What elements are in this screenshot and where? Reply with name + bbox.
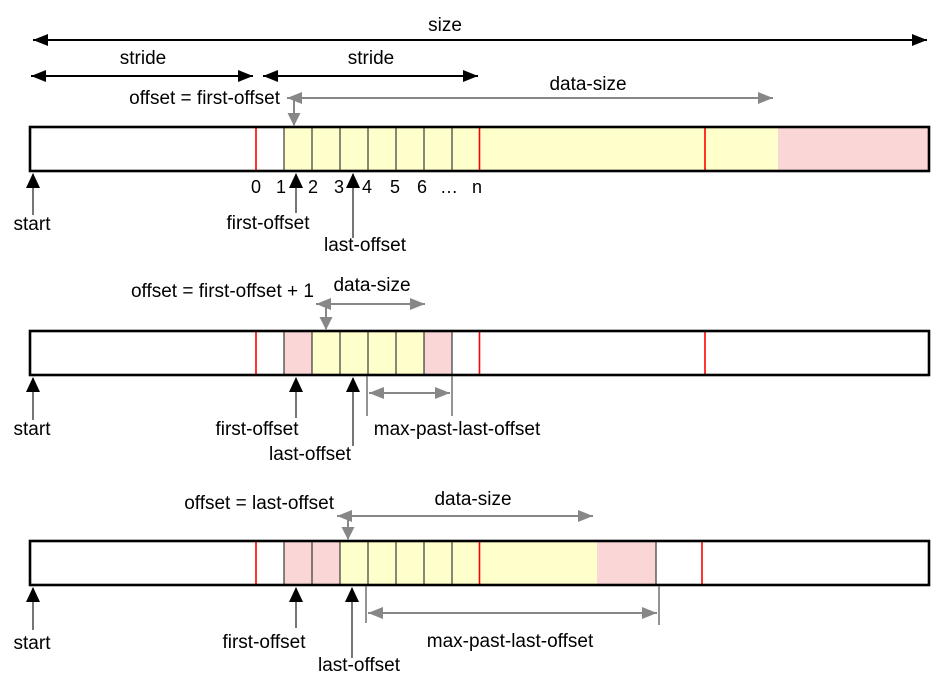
out-of-bounds-region (597, 541, 656, 585)
element-index: 6 (417, 177, 427, 197)
diagram-offset-equals-first-offset-plus-1: offset = first-offset + 1 data-size (14, 275, 931, 465)
buffer-border (28, 329, 931, 377)
element-index: 3 (334, 177, 344, 197)
element-index: 1 (276, 177, 286, 197)
stride-boundaries (255, 542, 703, 584)
cell-dividers (283, 541, 657, 585)
data-size-label: data-size (549, 74, 626, 95)
cell-dividers (283, 127, 453, 171)
element-index: 4 (362, 177, 372, 197)
first-offset-label: first-offset (222, 632, 306, 653)
start-label: start (14, 214, 52, 235)
element-indices: 0 1 2 3 4 5 6 … n (251, 177, 482, 197)
diagram-offset-equals-first-offset: size stride stride offset = first-offset… (14, 15, 931, 256)
last-offset-label: last-offset (318, 655, 401, 676)
offset-label: offset = first-offset + 1 (131, 281, 314, 302)
element-index: 2 (308, 177, 318, 197)
buffer-border (28, 539, 931, 587)
last-offset-label: last-offset (324, 235, 407, 256)
first-offset-label: first-offset (226, 213, 310, 234)
buffer-border (28, 125, 931, 173)
start-label: start (14, 633, 52, 654)
out-of-bounds-region (284, 331, 312, 375)
cell-dividers (283, 331, 453, 375)
element-index: n (472, 177, 482, 197)
size-label: size (428, 15, 462, 36)
offset-label: offset = first-offset (129, 88, 281, 109)
max-past-last-offset-label: max-past-last-offset (427, 631, 594, 652)
data-size-label: data-size (333, 275, 410, 296)
stride-boundaries (255, 332, 706, 374)
element-index: … (440, 177, 458, 197)
data-size-label: data-size (434, 489, 511, 510)
buffer-bar (28, 125, 931, 173)
buffer-bar (28, 539, 931, 587)
first-offset-label: first-offset (215, 419, 299, 440)
out-of-bounds-region (424, 331, 452, 375)
diagram-offset-equals-last-offset: offset = last-offset data-size (14, 489, 931, 676)
element-data-region (340, 541, 597, 585)
start-label: start (14, 419, 52, 440)
out-of-bounds-region (778, 127, 928, 171)
offset-label: offset = last-offset (184, 493, 335, 514)
stride-boundaries (255, 128, 706, 170)
stride-label-1: stride (120, 48, 166, 69)
stride-label-2: stride (348, 48, 394, 69)
element-data-region (284, 127, 778, 171)
buffer-bar (28, 329, 931, 377)
element-index: 5 (390, 177, 400, 197)
element-index: 0 (251, 177, 261, 197)
last-offset-label: last-offset (269, 444, 352, 465)
max-past-last-offset-label: max-past-last-offset (374, 419, 541, 440)
